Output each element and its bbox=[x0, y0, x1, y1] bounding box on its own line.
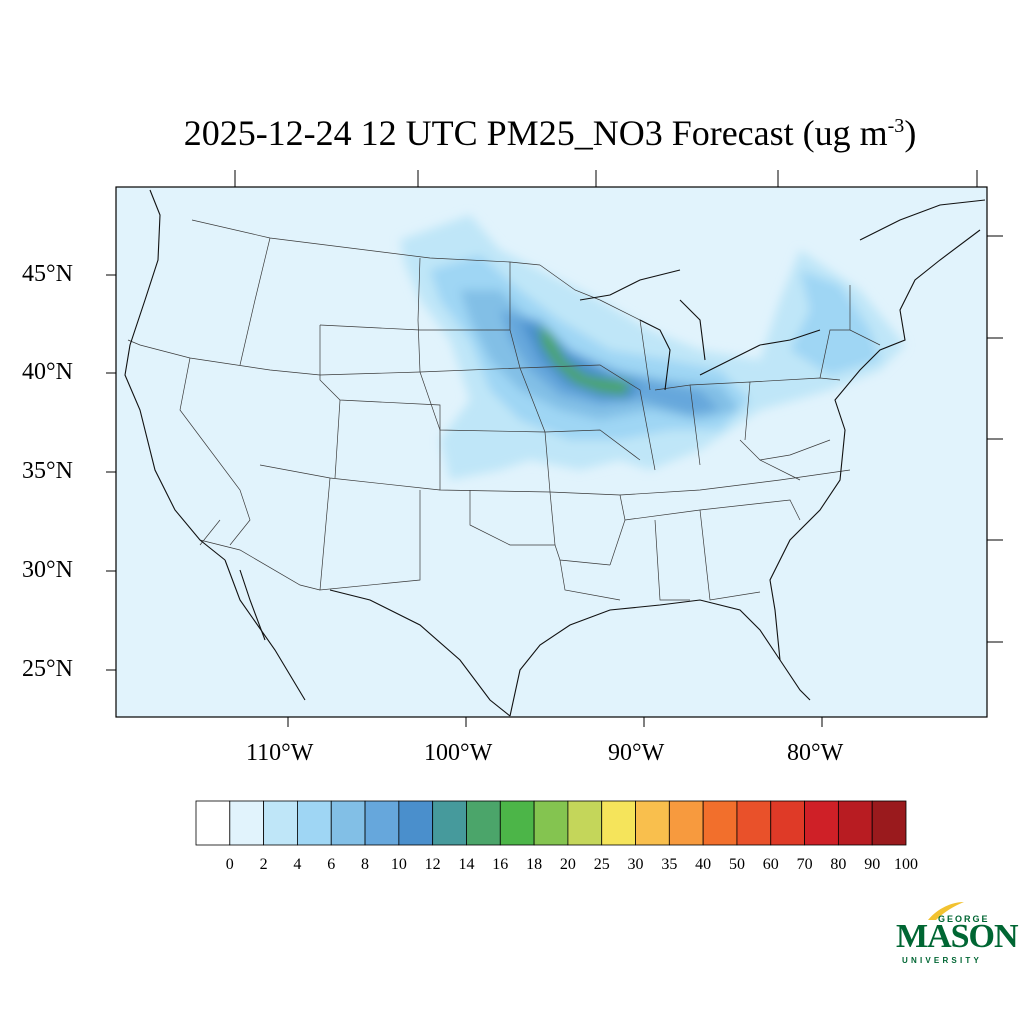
coastlines bbox=[124, 189, 986, 717]
lat-label-30: 30°N bbox=[22, 557, 73, 583]
colorbar-box bbox=[668, 800, 704, 846]
lat-label-25: 25°N bbox=[22, 656, 73, 682]
colorbar-tick-label: 18 bbox=[526, 856, 543, 873]
colorbar-tick-label: 80 bbox=[830, 856, 847, 873]
colorbar-tick-label: 0 bbox=[225, 856, 234, 873]
colorbar-box bbox=[432, 800, 467, 846]
lon-label-110: 110°W bbox=[246, 740, 314, 766]
map-title: 2025-12-24 12 UTC PM25_NO3 Forecast (ug … bbox=[183, 113, 917, 153]
colorbar-box bbox=[466, 800, 501, 846]
colorbar-box bbox=[567, 800, 603, 846]
colorbar-tick-label: 10 bbox=[390, 856, 407, 873]
colorbar-tick-label: 20 bbox=[559, 856, 576, 873]
colorbar-tick-label: 50 bbox=[728, 856, 745, 873]
lat-label-40: 40°N bbox=[22, 359, 73, 385]
colorbar-box bbox=[195, 800, 231, 846]
colorbar-box bbox=[736, 800, 772, 846]
colorbar-box bbox=[499, 800, 535, 846]
colorbar-box bbox=[871, 800, 907, 846]
colorbar-box bbox=[770, 800, 805, 846]
colorbar-box bbox=[702, 800, 738, 846]
colorbar bbox=[195, 800, 907, 846]
gmu-logo: GEORGE MASON UNIVERSITY bbox=[896, 900, 1019, 970]
colorbar-tick-label: 12 bbox=[424, 856, 441, 873]
colorbar-box bbox=[229, 800, 265, 846]
colorbar-tick-label: 25 bbox=[593, 856, 610, 873]
colorbar-box bbox=[398, 800, 434, 846]
lon-label-80: 80°W bbox=[787, 740, 844, 766]
colorbar-tick-label: 70 bbox=[796, 856, 813, 873]
lat-label-45: 45°N bbox=[22, 261, 73, 287]
colorbar-tick-label: 2 bbox=[259, 856, 268, 873]
colorbar-tick-label: 60 bbox=[762, 856, 779, 873]
colorbar-tick-label: 16 bbox=[492, 856, 509, 873]
colorbar-box bbox=[533, 800, 569, 846]
colorbar-tick-label: 4 bbox=[293, 856, 302, 873]
colorbar-box bbox=[297, 800, 332, 846]
colorbar-tick-label: 30 bbox=[627, 856, 644, 873]
colorbar-tick-label: 35 bbox=[661, 856, 678, 873]
swoosh-icon bbox=[928, 902, 964, 920]
colorbar-box bbox=[804, 800, 839, 846]
colorbar-tick-label: 90 bbox=[864, 856, 881, 873]
colorbar-tick-label: 100 bbox=[894, 856, 918, 873]
lon-label-90: 90°W bbox=[608, 740, 665, 766]
colorbar-tick-label: 40 bbox=[695, 856, 712, 873]
colorbar-tick-label: 6 bbox=[327, 856, 336, 873]
concentration-field bbox=[400, 215, 905, 480]
colorbar-tick-label: 8 bbox=[361, 856, 370, 873]
colorbar-box bbox=[635, 800, 670, 846]
colorbar-box bbox=[330, 800, 366, 846]
axis-ticks bbox=[106, 170, 1003, 727]
colorbar-box bbox=[263, 800, 298, 846]
lat-label-35: 35°N bbox=[22, 458, 73, 484]
colorbar-tick-label: 14 bbox=[458, 856, 475, 873]
lon-label-100: 100°W bbox=[424, 740, 493, 766]
colorbar-box bbox=[601, 800, 636, 846]
colorbar-box bbox=[364, 800, 400, 846]
colorbar-box bbox=[837, 800, 873, 846]
